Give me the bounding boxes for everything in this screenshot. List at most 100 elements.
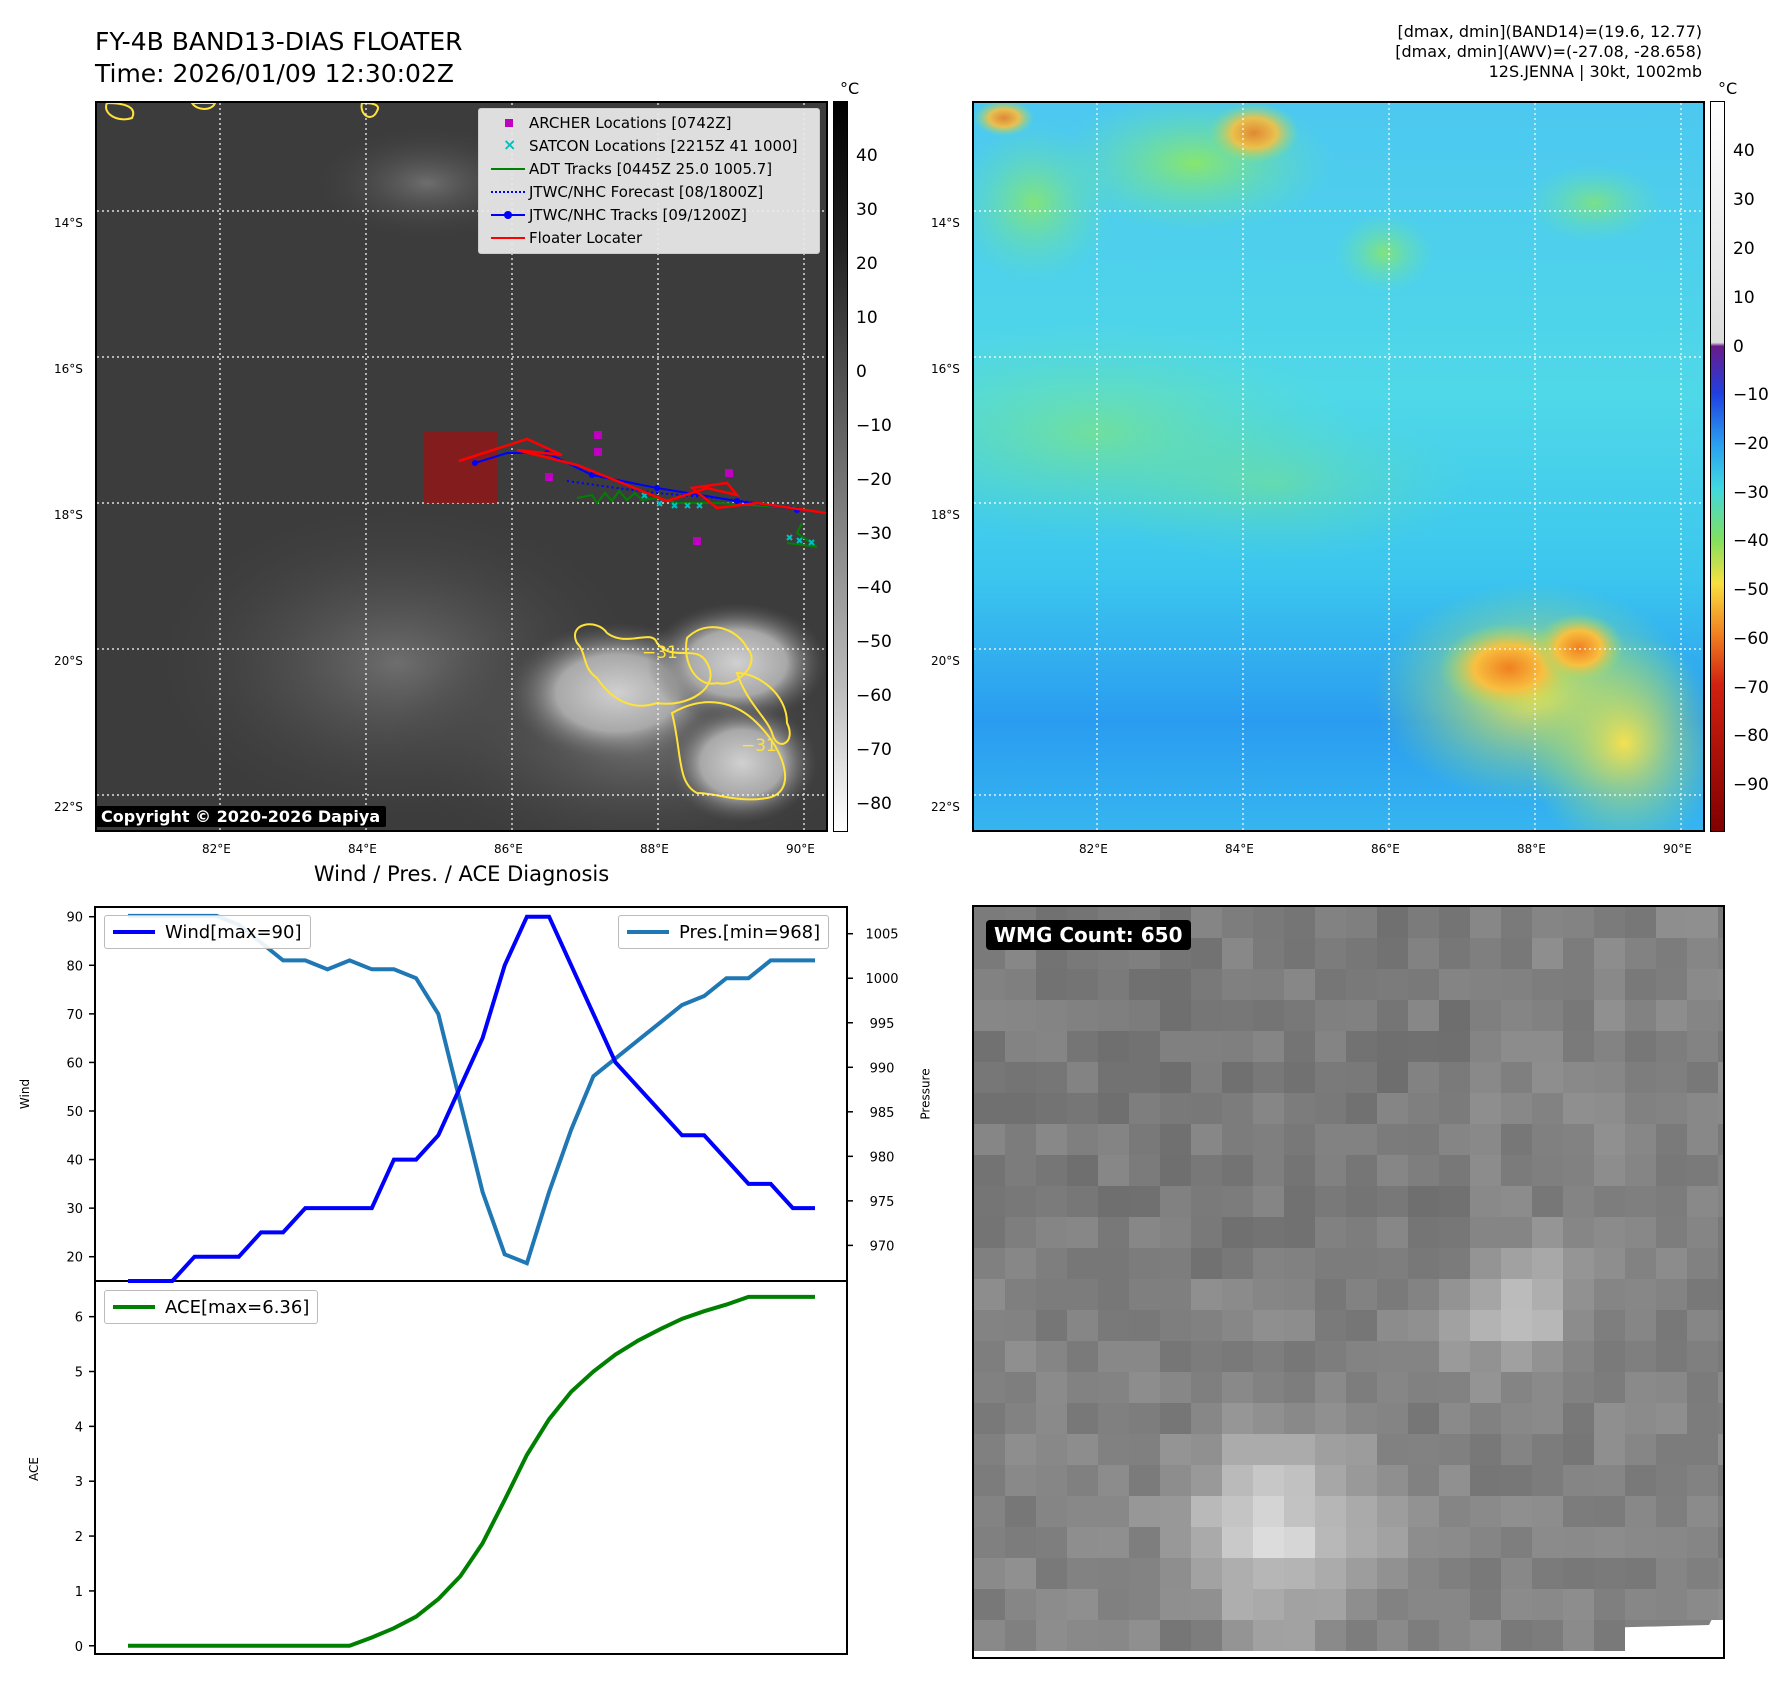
wmg-pixel [1470, 1248, 1501, 1279]
wmg-pixel [1098, 1465, 1129, 1496]
ir-colorbar-tick: 30 [856, 200, 878, 220]
wmg-pixel [1656, 938, 1687, 969]
wmg-pixel [1563, 1155, 1594, 1186]
wmg-pixel [1284, 1527, 1315, 1558]
wmg-pixel [1191, 1527, 1222, 1558]
wmg-pixel [1470, 1558, 1501, 1589]
wmg-pixel [1098, 1341, 1129, 1372]
wmg-pixel [974, 1372, 1005, 1403]
wmg-pixel [1284, 907, 1315, 938]
wmg-pixel [1129, 1341, 1160, 1372]
wmg-pixel [1315, 1434, 1346, 1465]
wmg-pixel [1284, 1558, 1315, 1589]
wmg-pixel [1067, 1310, 1098, 1341]
wmg-pixel [1160, 969, 1191, 1000]
pressure-axis-tick-label: 1005 [865, 928, 898, 943]
wmg-pixel [1439, 1589, 1470, 1620]
wmg-pixel [1656, 1558, 1687, 1589]
lat-label: 18°S [931, 508, 960, 522]
lat-label: 22°S [54, 800, 83, 814]
wmg-pixel [1036, 1186, 1067, 1217]
wmg-pixel [1315, 1000, 1346, 1031]
wmg-pixel [1532, 1155, 1563, 1186]
wmg-pixel [1439, 1558, 1470, 1589]
wmg-pixel [1377, 1248, 1408, 1279]
awv-colorbar-tick: 0 [1733, 337, 1744, 357]
wmg-pixel [1315, 1558, 1346, 1589]
wmg-pixel [1253, 1372, 1284, 1403]
wmg-pixel [1346, 1403, 1377, 1434]
wmg-pixel [1315, 1062, 1346, 1093]
wmg-pixel [1439, 1403, 1470, 1434]
wind-axis-tick-label: 60 [66, 1056, 83, 1071]
wmg-pixel [1718, 1155, 1723, 1186]
wmg-pixel [1129, 1186, 1160, 1217]
wmg-pixel [1625, 1186, 1656, 1217]
wmg-pixel [1346, 969, 1377, 1000]
wmg-pixel [1036, 1217, 1067, 1248]
wmg-pixel [1315, 1217, 1346, 1248]
wmg-pixel [1005, 1341, 1036, 1372]
wmg-pixel [1098, 1620, 1129, 1651]
lat-label: 16°S [931, 362, 960, 376]
awv-map-svg [974, 103, 1703, 830]
wmg-pixel [1532, 1217, 1563, 1248]
wmg-pixel [1160, 1186, 1191, 1217]
wmg-pixel [1532, 969, 1563, 1000]
jtwc-forecast-track [566, 480, 798, 509]
wmg-pixel [1315, 1465, 1346, 1496]
wmg-pixel [1687, 1093, 1718, 1124]
wmg-pixel [1160, 1124, 1191, 1155]
wmg-pixel [1129, 969, 1160, 1000]
wmg-pixel [1284, 1589, 1315, 1620]
wmg-pixel [974, 969, 1005, 1000]
wmg-pixel [1005, 1589, 1036, 1620]
wmg-pixel [1036, 1589, 1067, 1620]
wmg-pixel [1625, 1465, 1656, 1496]
pressure-axis-tick-label: 970 [870, 1239, 895, 1254]
wmg-pixel [1067, 1248, 1098, 1279]
wmg-pixel [1718, 1186, 1723, 1217]
wmg-pixel [1439, 1217, 1470, 1248]
wind-axis-tick-label: 80 [66, 959, 83, 974]
wmg-pixel [1532, 1124, 1563, 1155]
wmg-pixel [1501, 1279, 1532, 1310]
wind-axis-tick-label: 20 [66, 1251, 83, 1266]
lat-label: 20°S [54, 654, 83, 668]
wmg-pixel [1346, 1341, 1377, 1372]
wmg-pixel [1284, 1093, 1315, 1124]
wmg-pixel [1160, 1000, 1191, 1031]
wind-axis-tick-label: 30 [66, 1202, 83, 1217]
wmg-pixel [1718, 1062, 1723, 1093]
wmg-pixel [1098, 1000, 1129, 1031]
wmg-pixel [1315, 1403, 1346, 1434]
wmg-pixel [1656, 1093, 1687, 1124]
wmg-pixel [1563, 1589, 1594, 1620]
ir-colorbar-tick: −30 [856, 524, 892, 544]
wmg-pixel [1253, 1403, 1284, 1434]
wmg-pixel [1532, 1062, 1563, 1093]
contour-label: −31 [741, 736, 777, 756]
wmg-pixel [1594, 1403, 1625, 1434]
wmg-pixel [1098, 1093, 1129, 1124]
wmg-pixel [1284, 1062, 1315, 1093]
wmg-pixel [1315, 1341, 1346, 1372]
legend-adt: ADT Tracks [0445Z 25.0 1005.7] [489, 158, 772, 180]
wmg-pixel [1129, 1372, 1160, 1403]
wmg-pixel [1315, 1279, 1346, 1310]
wmg-pixel [1532, 1465, 1563, 1496]
wmg-pixel [1532, 1403, 1563, 1434]
wmg-pixel [1594, 1558, 1625, 1589]
wmg-pixel [1191, 1558, 1222, 1589]
wmg-pixel [1315, 1155, 1346, 1186]
ir-map-panel: −31 −31 [95, 101, 828, 832]
wmg-pixel [1067, 969, 1098, 1000]
wmg-pixel [1687, 1062, 1718, 1093]
wmg-pixel [1036, 1372, 1067, 1403]
wmg-pixel [1439, 1310, 1470, 1341]
wmg-pixel [1191, 1031, 1222, 1062]
wmg-pixel [1346, 1527, 1377, 1558]
wmg-pixel [1501, 1248, 1532, 1279]
ace-legend: ACE[max=6.36] [104, 1290, 319, 1324]
